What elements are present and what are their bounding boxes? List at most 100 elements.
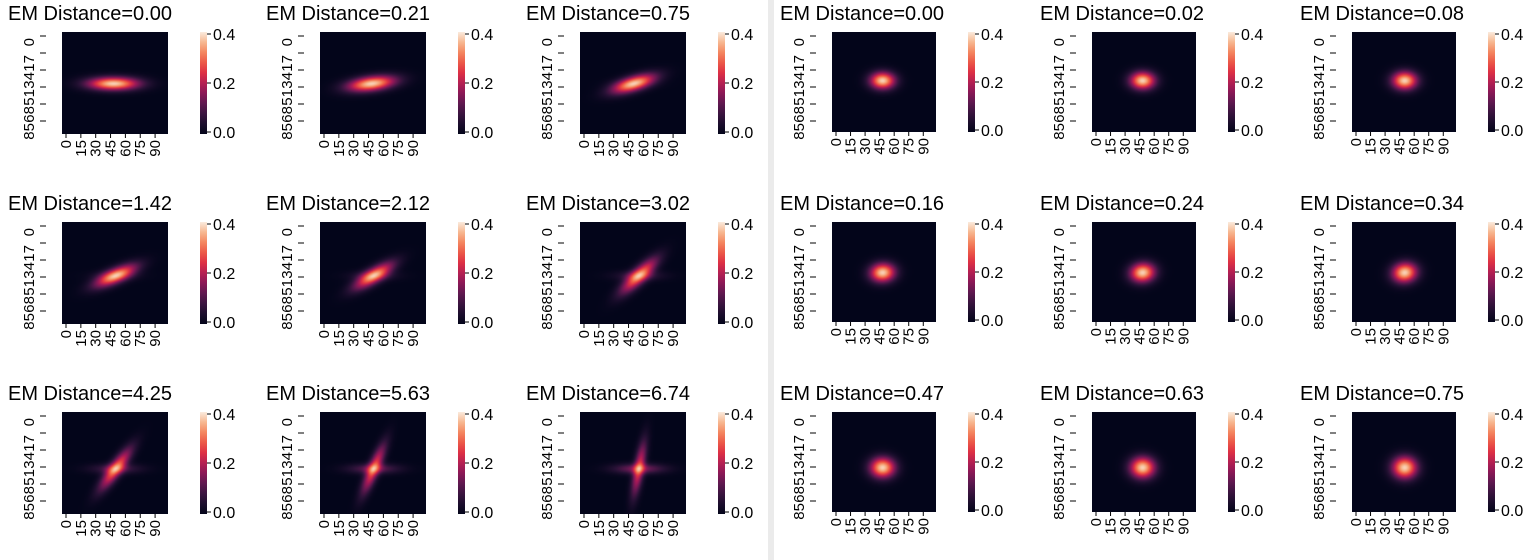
- colorbar-tick-label: 0.0: [471, 125, 493, 142]
- x-tick-label: 45: [1392, 328, 1409, 345]
- x-tick-label: 75: [132, 520, 149, 537]
- colorbar-tick-label: 0.0: [1241, 123, 1263, 140]
- y-tick-label: 85: [21, 313, 38, 330]
- colorbar: [718, 32, 725, 134]
- y-tick-label: 85: [279, 313, 296, 330]
- y-tick-label: 51: [539, 89, 556, 106]
- y-tick-label: 51: [791, 89, 808, 106]
- y-tick-label: 51: [1051, 279, 1068, 296]
- x-tick-label: 60: [375, 140, 392, 157]
- y-tick-label: 0: [279, 418, 296, 426]
- heatmap-subplot: EM Distance=0.21017345168850153045607590…: [266, 3, 493, 157]
- colorbar-tick-label: 0.2: [731, 266, 753, 283]
- y-tick-label: 85: [21, 123, 38, 140]
- x-tick-label: 60: [117, 330, 134, 347]
- y-tick-label: 51: [279, 89, 296, 106]
- right-figure-panel: EM Distance=0.00 0 17 34 51 68 85 0 15 30 45 60 75 90…: [774, 0, 1536, 560]
- colorbar: [968, 32, 975, 132]
- x-tick-label: 45: [621, 520, 638, 537]
- x-tick-label: 15: [843, 138, 860, 155]
- colorbar-tick-label: 0.0: [1501, 313, 1523, 330]
- y-tick-label: 34: [539, 262, 556, 279]
- y-tick-label: 34: [1051, 72, 1068, 89]
- x-tick-label: 90: [665, 330, 682, 347]
- heatmap-cells: [1092, 32, 1196, 132]
- x-tick-label: 30: [1377, 328, 1394, 345]
- colorbar-tick-label: 0.4: [471, 407, 493, 424]
- x-tick-label: 90: [665, 520, 682, 537]
- x-tick-label: 30: [606, 520, 623, 537]
- colorbar: [200, 32, 207, 134]
- colorbar-tick-label: 0.2: [1501, 455, 1523, 472]
- x-tick-label: 90: [1175, 328, 1192, 345]
- colorbar-tick-label: 0.0: [981, 503, 1003, 520]
- x-tick-label: 75: [390, 140, 407, 157]
- heatmap-cells: [832, 412, 936, 512]
- heatmap-cells: [580, 412, 686, 514]
- heatmap-subplot: EM Distance=0.16017345168850153045607590…: [780, 193, 1003, 345]
- y-tick-label: 68: [1311, 296, 1328, 313]
- heatmap-subplot: EM Distance=0.24017345168850153045607590…: [1040, 193, 1263, 345]
- heatmap-cells: [62, 222, 168, 324]
- y-tick-label: 0: [279, 228, 296, 236]
- colorbar-tick-label: 0.0: [1501, 123, 1523, 140]
- x-tick-label: 75: [390, 330, 407, 347]
- colorbar-tick-label: 0.2: [1241, 75, 1263, 92]
- y-tick-label: 85: [539, 123, 556, 140]
- x-tick-label: 75: [1161, 518, 1178, 535]
- x-tick-label: 0: [316, 330, 333, 338]
- x-tick-label: 15: [843, 518, 860, 535]
- x-tick-label: 0: [1348, 138, 1365, 146]
- colorbar-tick-label: 0.4: [1501, 27, 1523, 44]
- y-tick-label: 17: [279, 245, 296, 262]
- y-tick-label: 0: [791, 228, 808, 236]
- y-tick-label: 0: [791, 418, 808, 426]
- heatmap-subplot: EM Distance=0.63017345168850153045607590…: [1040, 383, 1263, 535]
- y-tick-label: 34: [279, 262, 296, 279]
- colorbar-tick-label: 0.4: [1241, 407, 1263, 424]
- y-tick-label: 68: [1311, 106, 1328, 123]
- x-tick-label: 30: [1377, 518, 1394, 535]
- colorbar: [458, 222, 465, 324]
- x-tick-label: 90: [147, 520, 164, 537]
- heatmap-subplot: EM Distance=0.00017345168850153045607590…: [8, 3, 235, 157]
- figure-divider: [768, 0, 774, 560]
- x-tick-label: 90: [147, 330, 164, 347]
- y-tick-label: 51: [1311, 279, 1328, 296]
- x-tick-label: 15: [591, 140, 608, 157]
- y-tick-label: 85: [279, 123, 296, 140]
- x-tick-label: 60: [1406, 328, 1423, 345]
- x-tick-label: 75: [901, 518, 918, 535]
- x-tick-label: 60: [635, 520, 652, 537]
- heatmap-cells: [1352, 32, 1456, 132]
- x-tick-label: 45: [872, 138, 889, 155]
- x-tick-label: 60: [117, 140, 134, 157]
- y-tick-label: 0: [791, 38, 808, 46]
- heatmap-cells: [62, 32, 168, 134]
- x-tick-label: 30: [857, 328, 874, 345]
- colorbar-tick-label: 0.2: [1501, 75, 1523, 92]
- x-tick-label: 90: [1175, 518, 1192, 535]
- colorbar: [718, 412, 725, 514]
- colorbar-tick-label: 0.0: [213, 505, 235, 522]
- x-tick-label: 75: [650, 140, 667, 157]
- y-tick-label: 51: [539, 279, 556, 296]
- x-tick-label: 15: [1103, 328, 1120, 345]
- x-tick-label: 15: [591, 520, 608, 537]
- colorbar-tick-label: 0.2: [213, 456, 235, 473]
- x-tick-label: 15: [1103, 138, 1120, 155]
- y-tick-label: 85: [1311, 123, 1328, 140]
- y-tick-label: 51: [21, 279, 38, 296]
- colorbar-tick-label: 0.2: [213, 76, 235, 93]
- x-tick-label: 15: [1363, 518, 1380, 535]
- x-tick-label: 75: [132, 140, 149, 157]
- heatmap-cells: [320, 222, 426, 324]
- colorbar-tick-label: 0.2: [731, 76, 753, 93]
- colorbar-tick-label: 0.0: [731, 505, 753, 522]
- x-tick-label: 0: [828, 138, 845, 146]
- x-tick-label: 60: [886, 138, 903, 155]
- x-tick-label: 60: [635, 140, 652, 157]
- x-tick-label: 15: [73, 520, 90, 537]
- heatmap-subplot: EM Distance=5.63017345168850153045607590…: [266, 383, 493, 537]
- y-tick-label: 68: [279, 486, 296, 503]
